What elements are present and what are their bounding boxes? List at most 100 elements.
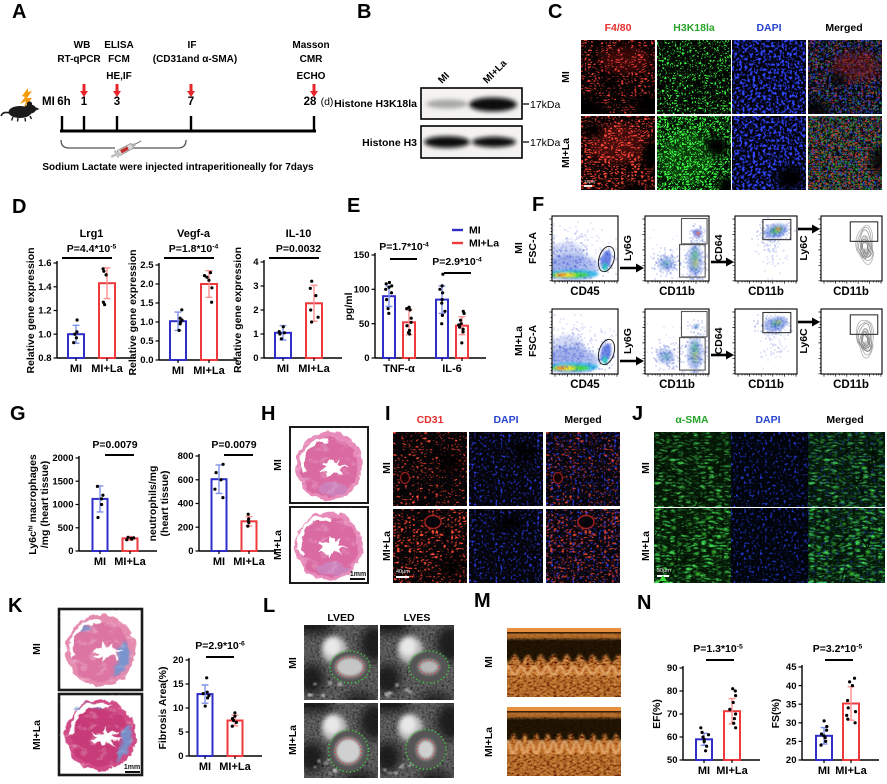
svg-text:17kDa: 17kDa	[530, 137, 561, 149]
svg-text:MI+La: MI+La	[233, 556, 265, 568]
svg-text:3: 3	[253, 281, 258, 292]
svg-text:J: J	[632, 403, 643, 425]
svg-text:MI: MI	[287, 657, 299, 669]
svg-text:17kDa: 17kDa	[530, 99, 561, 111]
svg-text:2: 2	[253, 305, 258, 316]
svg-text:Masson: Masson	[292, 40, 329, 51]
svg-text:K: K	[8, 595, 23, 617]
svg-text:MI+La: MI+La	[835, 765, 867, 777]
svg-text:Ly6G: Ly6G	[622, 235, 634, 261]
svg-text:MI+La: MI+La	[513, 326, 525, 356]
svg-text:P=2.9*10-6: P=2.9*10-6	[195, 640, 245, 652]
svg-text:G: G	[10, 403, 26, 425]
svg-text:45: 45	[786, 662, 797, 673]
svg-text:Sodium Lactate were injected i: Sodium Lactate were injected intraperiti…	[42, 162, 314, 173]
svg-text:FCM: FCM	[108, 54, 130, 65]
svg-text:DAPI: DAPI	[756, 22, 781, 34]
svg-text:0.5: 0.5	[140, 336, 154, 347]
svg-text:0.0: 0.0	[140, 355, 153, 366]
svg-text:MI: MI	[560, 71, 572, 83]
svg-text:20: 20	[786, 755, 797, 766]
svg-text:N: N	[637, 592, 651, 614]
svg-text:40μm: 40μm	[396, 569, 410, 575]
svg-text:CD11b: CD11b	[748, 286, 784, 298]
svg-text:P=0.0079: P=0.0079	[92, 439, 137, 451]
svg-text:MI: MI	[94, 556, 106, 568]
svg-text:1: 1	[253, 329, 259, 340]
svg-text:EF(%): EF(%)	[651, 699, 663, 729]
svg-text:A: A	[12, 1, 26, 23]
svg-text:6h: 6h	[57, 96, 70, 108]
svg-text:50: 50	[359, 319, 370, 330]
svg-text:40: 40	[786, 681, 797, 692]
svg-text:MI: MI	[172, 365, 184, 377]
svg-text:800: 800	[178, 451, 194, 462]
svg-text:MI: MI	[818, 765, 830, 777]
svg-text:I: I	[385, 403, 391, 425]
svg-text:P=1.7*10-4: P=1.7*10-4	[379, 241, 429, 253]
svg-text:1mm: 1mm	[350, 571, 366, 578]
svg-text:Histone H3: Histone H3	[362, 137, 417, 149]
svg-text:P=4.4*10-5: P=4.4*10-5	[67, 243, 117, 255]
svg-text:50: 50	[667, 755, 678, 766]
svg-text:1: 1	[81, 96, 88, 108]
svg-text:Vegf-a: Vegf-a	[177, 228, 211, 240]
svg-text:MI+La: MI+La	[287, 725, 299, 755]
svg-text:pg/ml: pg/ml	[343, 292, 355, 320]
svg-text:Ly6G: Ly6G	[622, 328, 634, 354]
svg-text:15: 15	[173, 679, 184, 690]
svg-text:P=0.0032: P=0.0032	[276, 243, 321, 255]
svg-text:70: 70	[667, 709, 678, 720]
svg-text:CD11b: CD11b	[748, 379, 784, 391]
svg-text:IL-6: IL-6	[442, 363, 462, 375]
svg-text:Relative gene expression: Relative gene expression	[232, 247, 244, 373]
svg-text:P=1.8*10-4: P=1.8*10-4	[169, 243, 219, 255]
svg-text:35: 35	[786, 699, 797, 710]
svg-text:MI+La: MI+La	[219, 761, 251, 773]
svg-text:MI: MI	[483, 656, 495, 668]
svg-text:MI: MI	[213, 556, 225, 568]
svg-text:15μm: 15μm	[584, 179, 596, 184]
svg-text:H: H	[261, 403, 275, 425]
svg-text:CD11b: CD11b	[833, 379, 869, 391]
svg-text:FSC-A: FSC-A	[527, 325, 539, 357]
svg-text:1.2: 1.2	[38, 306, 51, 317]
svg-text:1500: 1500	[52, 476, 73, 487]
svg-text:H3K18la: H3K18la	[673, 22, 715, 34]
svg-text:F: F	[532, 194, 544, 216]
svg-text:60: 60	[667, 732, 678, 743]
svg-text:2.5: 2.5	[140, 260, 154, 271]
svg-text:50μm: 50μm	[657, 568, 671, 574]
svg-text:α-SMA: α-SMA	[675, 414, 709, 426]
svg-text:20: 20	[173, 655, 184, 666]
svg-text:3: 3	[114, 96, 120, 108]
svg-text:CD45: CD45	[570, 286, 600, 298]
svg-text:IF: IF	[188, 40, 197, 51]
svg-text:RT-qPCR: RT-qPCR	[57, 54, 101, 65]
svg-text:neutrophils/mg: neutrophils/mg	[147, 466, 159, 542]
svg-text:TNF-α: TNF-α	[383, 363, 415, 375]
svg-text:1.0: 1.0	[38, 329, 51, 340]
svg-text:F4/80: F4/80	[605, 22, 632, 34]
svg-text:CD31: CD31	[417, 414, 444, 426]
svg-text:MI: MI	[698, 765, 710, 777]
svg-text:MI: MI	[381, 462, 393, 474]
svg-text:Merged: Merged	[826, 414, 863, 426]
svg-text:C: C	[548, 1, 562, 23]
svg-text:MI: MI	[199, 761, 211, 773]
svg-text:CD45: CD45	[570, 379, 600, 391]
svg-text:90: 90	[667, 663, 678, 674]
svg-text:(CD31and α-SMA): (CD31and α-SMA)	[153, 54, 237, 65]
svg-text:400: 400	[178, 499, 194, 510]
svg-text:MI+La: MI+La	[560, 138, 572, 168]
svg-text:CD64: CD64	[713, 234, 725, 261]
svg-text:1mm: 1mm	[124, 764, 140, 771]
svg-text:CD11b: CD11b	[659, 286, 695, 298]
svg-text:MI+La: MI+La	[193, 365, 225, 377]
svg-text:FS(%): FS(%)	[770, 699, 782, 729]
svg-text:MI+La: MI+La	[483, 727, 495, 757]
svg-text:MI: MI	[70, 363, 82, 375]
svg-text:MI+La: MI+La	[272, 530, 284, 560]
svg-text:MI: MI	[42, 96, 55, 108]
svg-text:MI: MI	[272, 459, 284, 471]
